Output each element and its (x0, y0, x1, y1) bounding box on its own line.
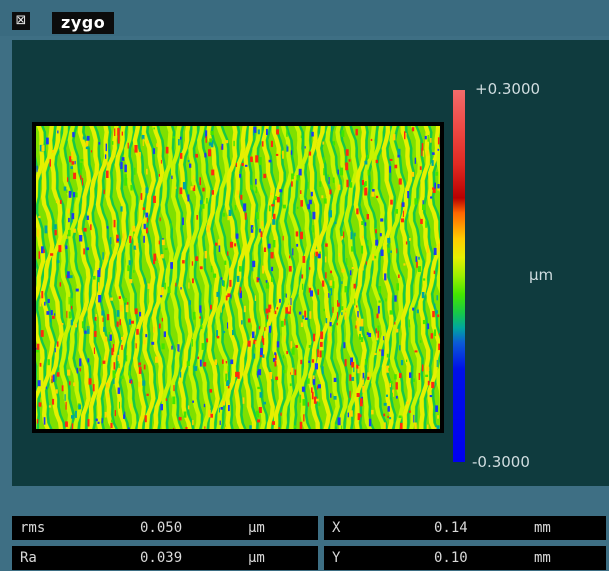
readout-rms-value: 0.050 (140, 520, 183, 536)
color-scale-max-label: +0.3000 (475, 80, 541, 98)
color-scale-min-label: -0.3000 (472, 453, 530, 471)
surface-map-plot[interactable] (32, 122, 444, 433)
readout-panel: rms 0.050 µm Ra 0.039 µm X 0.14 mm Y 0.1… (0, 514, 609, 571)
readout-y-key: Y (332, 550, 341, 566)
surface-map-view: +0.3000 µm -0.3000 (12, 40, 609, 486)
readout-x: X 0.14 mm (324, 516, 606, 540)
readout-x-key: X (332, 520, 341, 536)
readout-x-unit: mm (534, 520, 551, 536)
readout-x-value: 0.14 (434, 520, 468, 536)
readout-y-value: 0.10 (434, 550, 468, 566)
color-scale-bar (453, 90, 465, 462)
title-bar: ⊠ zygo (0, 0, 609, 36)
readout-rms-unit: µm (248, 520, 265, 536)
readout-y-unit: mm (534, 550, 551, 566)
readout-rms: rms 0.050 µm (12, 516, 318, 540)
color-scale-unit-label: µm (529, 266, 554, 284)
readout-ra-key: Ra (20, 550, 37, 566)
readout-rms-key: rms (20, 520, 46, 536)
readout-y: Y 0.10 mm (324, 546, 606, 570)
close-icon[interactable]: ⊠ (12, 12, 30, 30)
zygo-logo: zygo (52, 12, 115, 34)
surface-height-map (36, 126, 440, 429)
readout-ra-unit: µm (248, 550, 265, 566)
readout-ra-value: 0.039 (140, 550, 183, 566)
readout-ra: Ra 0.039 µm (12, 546, 318, 570)
